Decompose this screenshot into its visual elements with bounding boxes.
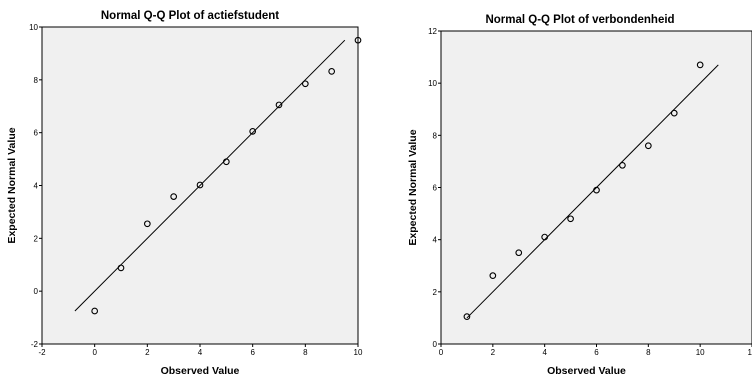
data-point (91, 307, 99, 315)
plot-title: Normal Q-Q Plot of verbondenheid (485, 14, 674, 26)
x-tick-label: 8 (303, 348, 308, 357)
y-tick-label: 10 (29, 23, 38, 32)
y-tick-label: -2 (31, 340, 39, 349)
x-axis-title: Observed Value (547, 365, 626, 377)
x-tick-label: 2 (491, 348, 496, 357)
x-tick-label: 4 (198, 348, 203, 357)
x-tick-label: 0 (92, 348, 97, 357)
x-tick-label: 4 (542, 348, 547, 357)
data-point (196, 181, 204, 189)
x-tick-label: -2 (38, 348, 46, 357)
data-point (117, 264, 125, 272)
data-point (644, 142, 652, 150)
y-tick-label: 4 (34, 182, 39, 191)
data-point (670, 109, 678, 117)
x-tick-label: 2 (145, 348, 150, 357)
y-axis-title: Expected Normal Value (6, 127, 18, 243)
x-axis-title: Observed Value (161, 365, 240, 377)
data-point (143, 220, 151, 228)
y-tick-label: 6 (433, 184, 438, 193)
y-tick-label: 8 (433, 131, 438, 140)
data-point (489, 272, 497, 280)
x-tick-label: 6 (250, 348, 255, 357)
data-point (696, 61, 704, 69)
y-tick-label: 2 (433, 288, 438, 297)
data-point (567, 215, 574, 223)
y-tick-label: 4 (433, 236, 438, 245)
data-point (328, 68, 336, 75)
y-tick-label: 8 (34, 76, 39, 85)
data-point (593, 186, 600, 194)
x-tick-label: 0 (439, 348, 444, 357)
y-tick-label: 2 (34, 234, 39, 243)
y-axis-title: Expected Normal Value (407, 129, 419, 245)
y-tick-label: 12 (428, 27, 437, 36)
x-tick-label: 8 (646, 348, 651, 357)
plot-title: Normal Q-Q Plot of actiefstudent (101, 10, 279, 22)
data-point (301, 80, 309, 88)
x-tick-label: 12 (748, 348, 752, 357)
x-tick-label: 6 (594, 348, 599, 357)
data-point (619, 161, 626, 169)
data-point (463, 313, 471, 320)
qq-panel-2: 0 2 4 6 8 10 12 0 2 4 6 8 10 12 Normal Q-Q Plot of ver… (407, 14, 752, 377)
y-tick-label: 6 (34, 129, 39, 138)
x-tick-label: 10 (696, 348, 705, 357)
x-tick-label: 10 (354, 348, 363, 357)
data-point (222, 158, 230, 166)
data-point (275, 101, 283, 109)
data-point (249, 127, 257, 135)
reference-line (466, 64, 719, 319)
qq-panel-1: -2 0 2 4 6 8 10 -2 0 2 4 6 8 10 Normal Q-Q Plot of act… (6, 10, 363, 377)
data-point (541, 233, 549, 241)
data-point (354, 36, 362, 44)
y-tick-label: 10 (428, 79, 437, 88)
data-point (170, 193, 178, 200)
y-tick-label: 0 (34, 287, 39, 296)
y-tick-label: 0 (433, 340, 438, 349)
data-point (515, 249, 523, 257)
